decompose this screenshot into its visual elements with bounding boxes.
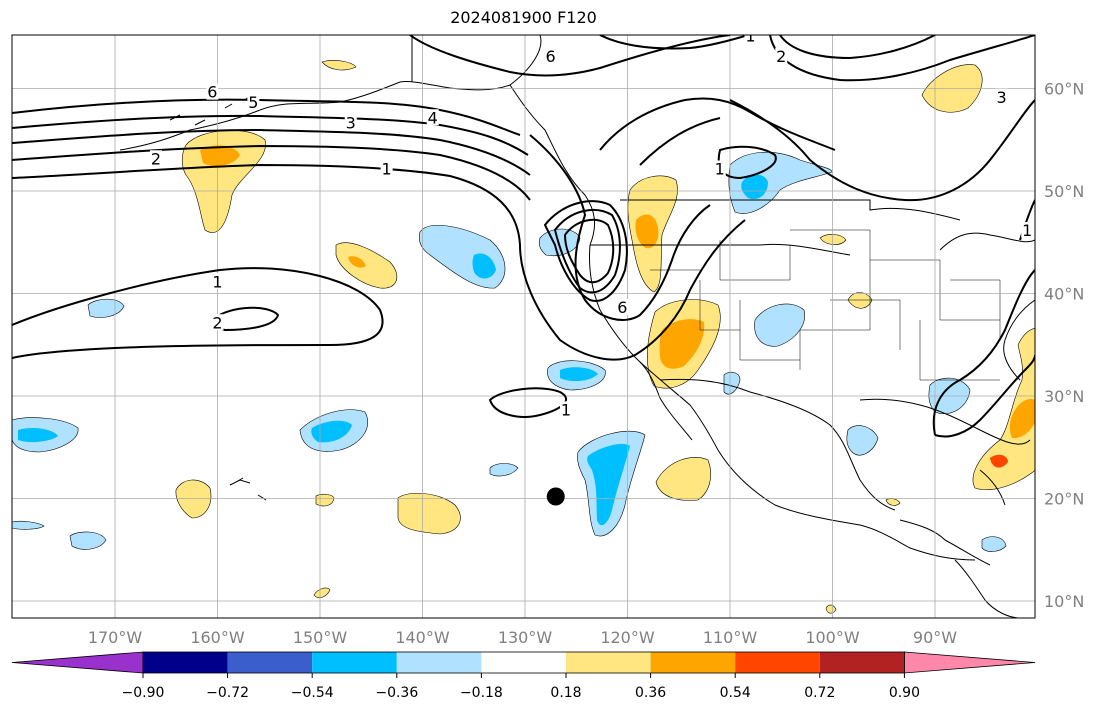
x-axis-tick-labels: 170°W 160°W 150°W 140°W 130°W 120°W 110°W 100°W… [88, 628, 957, 647]
x-tick-label: 90°W [913, 628, 957, 647]
colorbar-segment [143, 652, 228, 673]
contour-label-bg [211, 273, 224, 290]
positive-anomaly-shading [175, 60, 1035, 614]
contour-label-bg [744, 35, 757, 44]
contour-label: 2 [212, 313, 222, 332]
y-tick-label: 50°N [1044, 182, 1084, 201]
contour-label-bg [150, 150, 162, 167]
location-marker [546, 487, 565, 506]
contour-label: 1 [561, 400, 571, 419]
contour-label: 2 [776, 47, 786, 66]
x-tick-label: 120°W [600, 628, 655, 647]
contour-label: 3 [997, 88, 1007, 107]
colorbar-extend-high [904, 651, 1036, 674]
contour-label-bg [344, 114, 357, 131]
colorbar-tick-label: −0.90 [122, 685, 165, 701]
map-background [12, 35, 1035, 618]
x-tick-label: 150°W [293, 628, 348, 647]
colorbar-segment [735, 652, 820, 673]
colorbar-segment [566, 652, 651, 673]
contour-label: 1 [715, 160, 725, 179]
colorbar-segment [312, 652, 397, 673]
contour-label-bg [1021, 222, 1034, 238]
state-borders [650, 229, 1001, 381]
contour-label: 5 [248, 93, 258, 112]
contour-label: 1 [212, 272, 222, 291]
colorbar: −0.90 −0.72 −0.54 −0.36 −0.18 0.18 0.36 0.54 0.7… [11, 651, 1036, 701]
contour-label-bg [713, 160, 726, 177]
contour-label-bg [247, 93, 260, 110]
contour-label-bg [616, 298, 629, 315]
colorbar-tick-label: −0.36 [375, 685, 418, 701]
contour-label-bg [426, 109, 439, 126]
contour-label-bg [775, 47, 788, 64]
colorbar-tick-label: −0.18 [460, 685, 503, 701]
colorbar-extend-low [11, 651, 144, 674]
coastlines [119, 35, 1035, 618]
chart-title: 2024081900 F120 [450, 8, 597, 27]
y-tick-label: 40°N [1044, 285, 1084, 304]
height-contours [12, 35, 1035, 438]
contour-label-bg [211, 314, 224, 331]
x-tick-label: 110°W [703, 628, 758, 647]
contour-label: 6 [207, 83, 217, 102]
colorbar-tick-label: 0.54 [720, 685, 751, 701]
x-tick-label: 140°W [395, 628, 450, 647]
x-tick-label: 100°W [805, 628, 860, 647]
y-axis-tick-labels: 60°N 50°N 40°N 30°N 20°N 10°N [1044, 80, 1084, 612]
y-tick-label: 10°N [1044, 592, 1084, 611]
colorbar-frame [142, 651, 905, 674]
colorbar-tick-label: 0.90 [889, 685, 920, 701]
contour-label: 1 [745, 26, 755, 45]
colorbar-tick-label: 0.72 [804, 685, 835, 701]
colorbar-tick-label: 0.36 [635, 685, 666, 701]
contour-label: 6 [617, 298, 627, 317]
colorbar-tick-label: −0.72 [206, 685, 249, 701]
y-tick-label: 30°N [1044, 387, 1084, 406]
gridlines [12, 35, 1035, 618]
contour-label-bg [560, 401, 572, 418]
colorbar-segment [481, 652, 566, 673]
colorbar-segment [819, 652, 905, 673]
colorbar-segment [227, 652, 313, 673]
contour-label-bg [995, 88, 1008, 105]
contour-label: 1 [382, 160, 392, 179]
colorbar-tick-label: −0.54 [291, 685, 334, 701]
contour-label: 6 [546, 47, 556, 66]
contour-label: 3 [346, 113, 356, 132]
contour-label-bg [206, 83, 219, 100]
colorbar-tick-label: 0.18 [550, 685, 581, 701]
negative-anomaly-shading [12, 151, 1007, 552]
contour-label: 4 [428, 108, 438, 127]
x-tick-label: 160°W [190, 628, 245, 647]
colorbar-segment [650, 652, 736, 673]
x-tick-label: 130°W [498, 628, 553, 647]
contour-label: 1 [1022, 221, 1032, 240]
map-frame [11, 34, 1036, 619]
contour-label-bg [544, 47, 557, 64]
x-tick-label: 170°W [88, 628, 143, 647]
colorbar-segment [396, 652, 482, 673]
contour-label: 2 [151, 149, 161, 168]
contour-label-bg [380, 160, 393, 177]
y-tick-label: 20°N [1044, 490, 1084, 509]
y-tick-label: 60°N [1044, 80, 1084, 99]
